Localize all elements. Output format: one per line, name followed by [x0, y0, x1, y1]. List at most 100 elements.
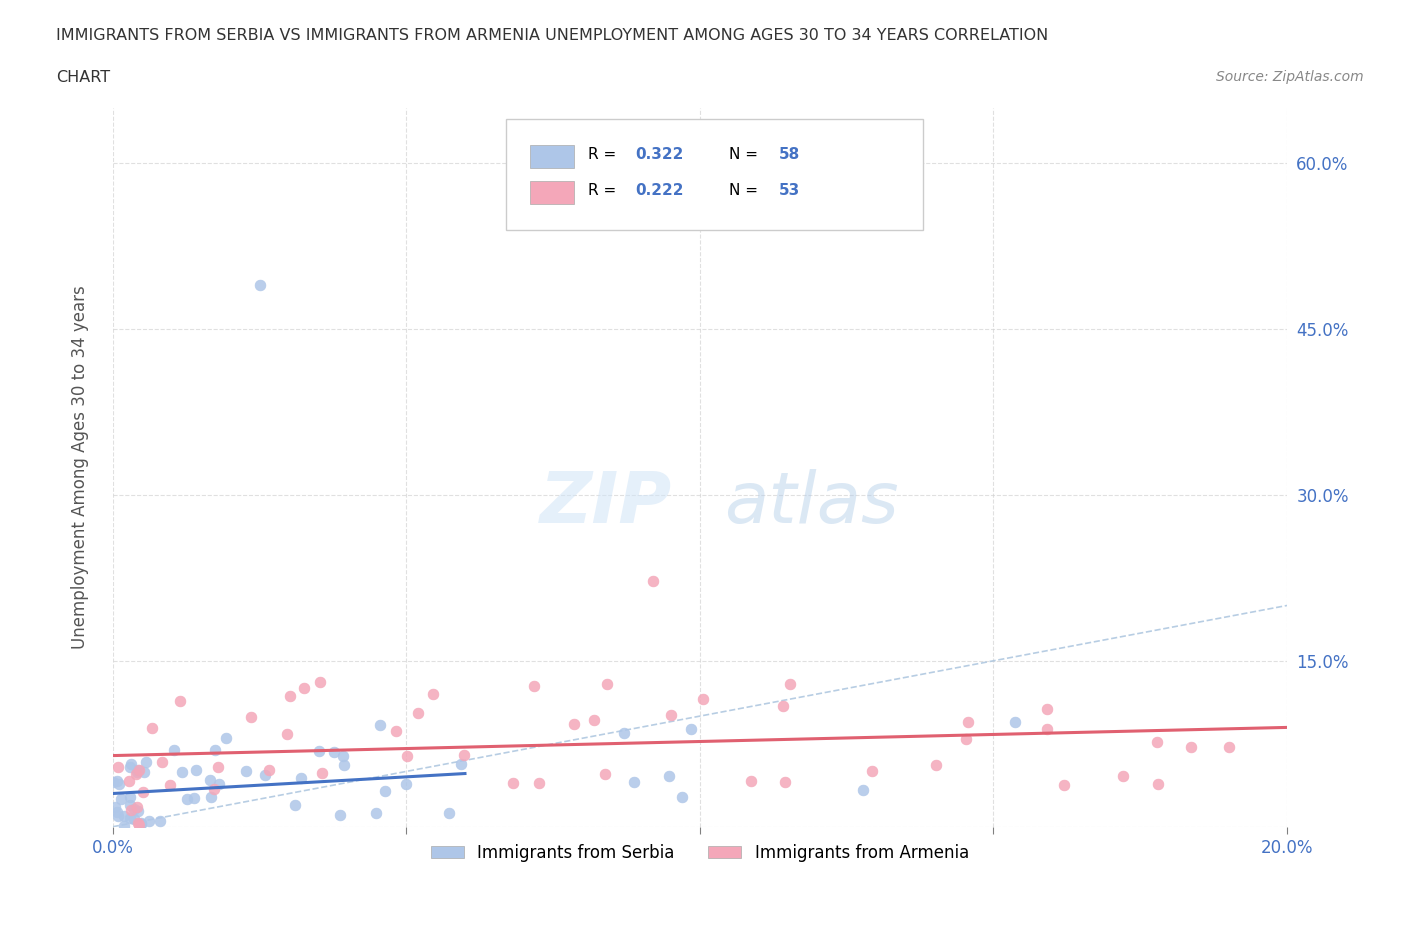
Point: [671, 790, 693, 804]
Point: [860, 764, 883, 778]
Point: [659, 708, 682, 723]
Point: [623, 775, 645, 790]
FancyBboxPatch shape: [530, 145, 574, 167]
Point: [394, 777, 416, 791]
Point: [150, 754, 173, 769]
Point: [202, 782, 225, 797]
Point: [453, 748, 475, 763]
Point: [613, 725, 636, 740]
Point: [311, 765, 333, 780]
Point: [323, 745, 346, 760]
Point: [502, 776, 524, 790]
Point: [107, 774, 129, 789]
Text: 0.322: 0.322: [636, 147, 683, 162]
Point: [527, 776, 550, 790]
Point: [208, 777, 231, 791]
Point: [127, 816, 149, 830]
Point: [141, 721, 163, 736]
Point: [658, 768, 681, 783]
Point: [200, 772, 222, 787]
Text: 53: 53: [779, 183, 800, 198]
Point: [772, 698, 794, 713]
Point: [118, 760, 141, 775]
Point: [122, 812, 145, 827]
Point: [135, 755, 157, 770]
Point: [172, 764, 194, 779]
Point: [184, 763, 207, 777]
Point: [254, 767, 277, 782]
Point: [240, 710, 263, 724]
Point: [1004, 715, 1026, 730]
Point: [118, 774, 141, 789]
Point: [1218, 739, 1240, 754]
Point: [562, 716, 585, 731]
Point: [120, 803, 142, 817]
Point: [582, 712, 605, 727]
Point: [128, 817, 150, 832]
Point: [385, 724, 408, 738]
Point: [110, 791, 132, 806]
Point: [112, 808, 135, 823]
Point: [107, 759, 129, 774]
Point: [169, 694, 191, 709]
Point: [333, 758, 356, 773]
Point: [309, 674, 332, 689]
Point: [1146, 777, 1168, 791]
Point: [127, 763, 149, 777]
Point: [128, 763, 150, 777]
Text: N =: N =: [730, 147, 763, 162]
Point: [1112, 768, 1135, 783]
Point: [207, 760, 229, 775]
Point: [107, 804, 129, 819]
Point: [925, 757, 948, 772]
Point: [118, 810, 141, 825]
Point: [183, 790, 205, 805]
Point: [176, 791, 198, 806]
Point: [374, 783, 396, 798]
Point: [955, 731, 977, 746]
Point: [132, 764, 155, 779]
FancyBboxPatch shape: [530, 180, 574, 204]
Point: [290, 770, 312, 785]
Point: [422, 687, 444, 702]
Text: R =: R =: [588, 147, 621, 162]
Point: [1053, 777, 1076, 792]
Point: [276, 727, 298, 742]
Point: [235, 764, 257, 778]
Point: [292, 681, 315, 696]
Point: [124, 802, 146, 817]
Point: [332, 749, 354, 764]
Legend: Immigrants from Serbia, Immigrants from Armenia: Immigrants from Serbia, Immigrants from …: [425, 837, 976, 869]
Point: [132, 785, 155, 800]
Point: [740, 774, 762, 789]
Y-axis label: Unemployment Among Ages 30 to 34 years: Unemployment Among Ages 30 to 34 years: [72, 286, 89, 649]
Point: [103, 775, 125, 790]
Point: [120, 756, 142, 771]
Point: [278, 689, 301, 704]
Point: [215, 731, 238, 746]
Point: [112, 818, 135, 833]
Point: [107, 808, 129, 823]
Point: [692, 691, 714, 706]
Point: [127, 764, 149, 779]
Point: [284, 797, 307, 812]
Point: [779, 677, 801, 692]
Point: [259, 763, 281, 777]
Point: [125, 767, 148, 782]
Point: [103, 800, 125, 815]
Point: [163, 743, 186, 758]
Text: Source: ZipAtlas.com: Source: ZipAtlas.com: [1216, 70, 1364, 84]
Point: [125, 799, 148, 814]
Point: [450, 756, 472, 771]
Text: N =: N =: [730, 183, 763, 198]
Point: [149, 814, 172, 829]
Point: [120, 790, 142, 804]
Point: [595, 766, 617, 781]
Text: 58: 58: [779, 147, 800, 162]
Point: [596, 677, 619, 692]
Point: [249, 277, 271, 292]
Point: [1180, 739, 1202, 754]
Text: ZIP: ZIP: [540, 469, 672, 538]
Text: atlas: atlas: [724, 469, 898, 538]
Point: [200, 790, 222, 804]
